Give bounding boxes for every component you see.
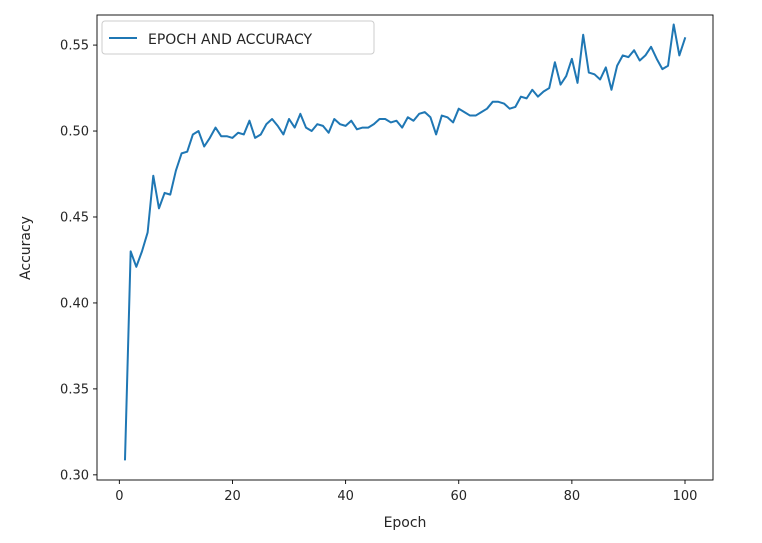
x-axis-ticks: 0 20 40 60 80 100 (115, 480, 697, 504)
legend-box (101, 20, 375, 55)
x-tick-label: 0 (115, 489, 123, 504)
x-tick-label: 100 (673, 489, 698, 504)
y-axis-title: Accuracy (18, 216, 34, 280)
x-tick-label: 20 (224, 489, 241, 504)
series-line-0 (123, 23, 687, 461)
legend: EPOCH AND ACCURACY (101, 20, 375, 55)
y-tick-label: 0.40 (60, 296, 89, 311)
series-group (123, 23, 687, 461)
x-tick-label: 60 (450, 489, 467, 504)
plot-area (96, 14, 714, 481)
y-tick-label: 0.30 (60, 468, 89, 483)
y-tick-label: 0.45 (60, 210, 89, 225)
y-axis-ticks: 0.30 0.35 0.40 0.45 0.50 0.55 (60, 39, 97, 483)
x-axis-title: Epoch (384, 515, 427, 531)
y-tick-label: 0.55 (60, 39, 89, 54)
y-tick-label: 0.50 (60, 125, 89, 140)
axes-frame (96, 14, 714, 481)
legend-label: EPOCH AND ACCURACY (148, 32, 312, 48)
x-tick-label: 80 (564, 489, 581, 504)
y-tick-label: 0.35 (60, 382, 89, 397)
x-tick-label: 40 (337, 489, 354, 504)
